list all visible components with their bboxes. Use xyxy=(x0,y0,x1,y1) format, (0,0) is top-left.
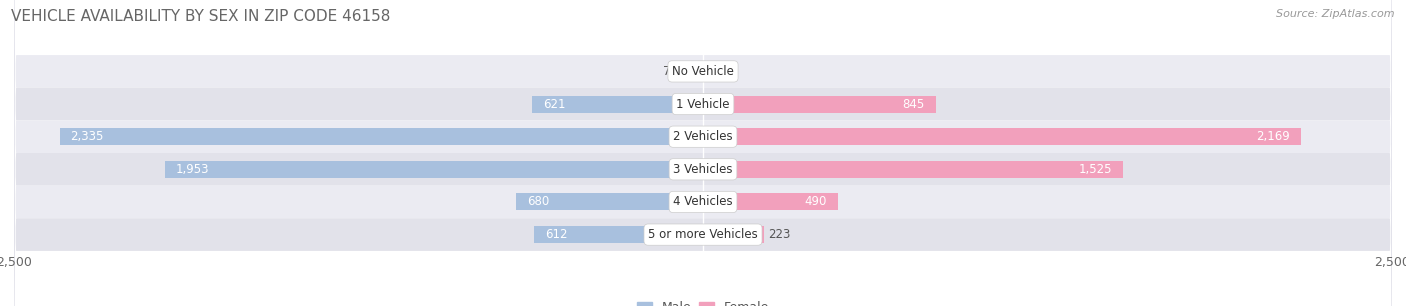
Bar xyxy=(703,95,936,113)
Text: 5 or more Vehicles: 5 or more Vehicles xyxy=(648,228,758,241)
Text: 612: 612 xyxy=(546,228,568,241)
Text: 223: 223 xyxy=(769,228,792,241)
Bar xyxy=(516,193,703,211)
Text: 680: 680 xyxy=(527,196,548,208)
FancyBboxPatch shape xyxy=(14,0,1392,306)
Bar xyxy=(703,63,706,80)
Bar xyxy=(682,63,703,80)
Text: 2,335: 2,335 xyxy=(70,130,104,143)
Bar xyxy=(703,226,765,243)
Text: 2 Vehicles: 2 Vehicles xyxy=(673,130,733,143)
Text: VEHICLE AVAILABILITY BY SEX IN ZIP CODE 46158: VEHICLE AVAILABILITY BY SEX IN ZIP CODE … xyxy=(11,9,391,24)
FancyBboxPatch shape xyxy=(14,0,1392,306)
Bar xyxy=(165,161,703,178)
Legend: Male, Female: Male, Female xyxy=(631,296,775,306)
Text: 3 Vehicles: 3 Vehicles xyxy=(673,163,733,176)
FancyBboxPatch shape xyxy=(14,0,1392,306)
Bar xyxy=(703,128,1301,145)
Text: 621: 621 xyxy=(543,98,565,110)
FancyBboxPatch shape xyxy=(14,0,1392,306)
Text: 845: 845 xyxy=(903,98,925,110)
Text: 2,169: 2,169 xyxy=(1256,130,1289,143)
Bar xyxy=(534,226,703,243)
Text: 1,953: 1,953 xyxy=(176,163,209,176)
Text: Source: ZipAtlas.com: Source: ZipAtlas.com xyxy=(1277,9,1395,19)
Text: 490: 490 xyxy=(804,196,827,208)
Text: No Vehicle: No Vehicle xyxy=(672,65,734,78)
Text: 1 Vehicle: 1 Vehicle xyxy=(676,98,730,110)
Text: 1,525: 1,525 xyxy=(1078,163,1112,176)
Bar xyxy=(703,193,838,211)
Bar xyxy=(703,161,1123,178)
Text: 10: 10 xyxy=(710,65,724,78)
Text: 4 Vehicles: 4 Vehicles xyxy=(673,196,733,208)
FancyBboxPatch shape xyxy=(14,0,1392,306)
Bar xyxy=(59,128,703,145)
Text: 76: 76 xyxy=(662,65,678,78)
Bar xyxy=(531,95,703,113)
FancyBboxPatch shape xyxy=(14,0,1392,306)
